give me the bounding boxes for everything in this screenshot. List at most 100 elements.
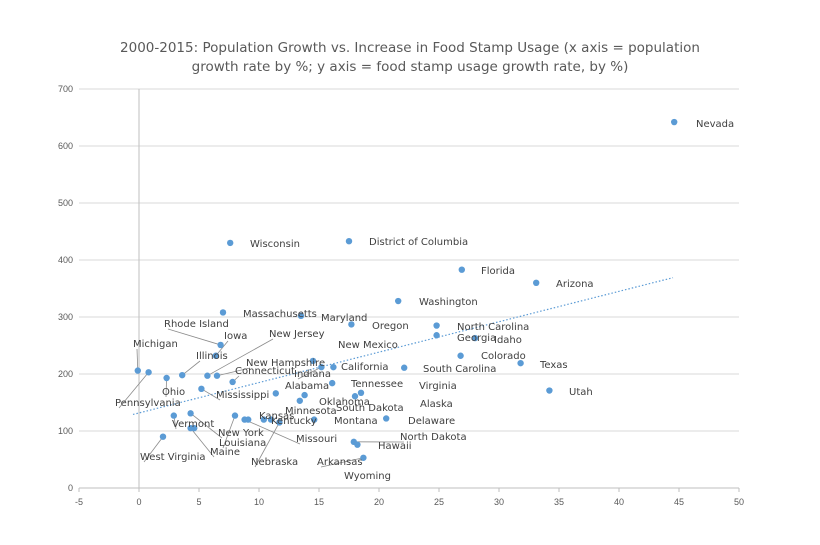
point-label-new-jersey: New Jersey [269, 329, 325, 340]
y-tick-label-300: 300 [58, 312, 73, 322]
point-label-delaware: Delaware [408, 416, 455, 427]
point-label-texas: Texas [539, 360, 568, 371]
point-label-virginia: Virginia [419, 381, 457, 392]
point-label-kentucky: Kentucky [271, 416, 317, 427]
point-kentucky [260, 416, 267, 423]
point-label-south-carolina: South Carolina [423, 364, 496, 375]
point-pennsylvania [145, 369, 152, 376]
point-new-jersey [204, 372, 211, 379]
x-tick-label-25: 25 [434, 497, 444, 507]
point-label-north-dakota: North Dakota [400, 432, 467, 443]
point-nebraska [276, 419, 283, 426]
point-maryland [297, 312, 305, 320]
point-south-carolina [401, 364, 408, 371]
point-label-maryland: Maryland [321, 313, 367, 324]
leader-line-new-jersey [207, 338, 274, 377]
point-idaho [471, 334, 479, 342]
point-label-tennessee: Tennessee [350, 379, 403, 390]
point-nevada [671, 118, 678, 126]
point-connecticut [229, 378, 236, 386]
y-tick-label-400: 400 [58, 255, 73, 265]
point-label-oregon: Oregon [372, 321, 409, 332]
point-label-new-york: New York [218, 428, 264, 439]
axes: -5 0 5 10 15 20 25 30 35 40 45 50 [75, 89, 744, 507]
point-arkansas [360, 454, 367, 461]
point-california [330, 363, 337, 371]
point-label-massachusetts: Massachusetts [243, 309, 317, 320]
point-label-new-hampshire: New Hampshire [246, 358, 325, 369]
point-label-hawaii: Hawaii [378, 441, 412, 452]
point-label-missouri: Missouri [296, 434, 337, 445]
x-tick-label--5: -5 [75, 497, 83, 507]
point-tennessee [329, 379, 336, 387]
leader-line-new-hampshire [216, 367, 251, 377]
point-colorado [457, 352, 464, 359]
point-south-dakota [296, 397, 303, 404]
point-label-vermont: Vermont [172, 419, 214, 430]
leader-line-michigan [136, 348, 139, 371]
y-tick-label-500: 500 [58, 198, 73, 208]
point-illinois [179, 371, 186, 379]
chart-title-line-1: 2000-2015: Population Growth vs. Increas… [120, 40, 700, 56]
point-florida [458, 266, 465, 273]
point-label-district-of-columbia: District of Columbia [369, 237, 468, 248]
point-label-california: California [341, 362, 389, 373]
leader-line-maine [190, 427, 215, 458]
point-wisconsin [227, 239, 234, 247]
point-label-nebraska: Nebraska [251, 457, 298, 468]
point-ohio [163, 374, 170, 382]
point-oregon [348, 321, 355, 328]
point-louisiana [231, 412, 239, 419]
x-tick-label-40: 40 [614, 497, 624, 507]
point-wyoming [191, 424, 198, 432]
point-alaska [351, 393, 359, 400]
point-label-mississippi: Mississippi [216, 390, 269, 401]
point-alabama [272, 390, 279, 397]
point-label-florida: Florida [481, 266, 515, 277]
point-utah [546, 387, 553, 394]
point-mississippi [198, 385, 205, 393]
point-minnesota [267, 416, 275, 423]
point-label-montana: Montana [334, 416, 378, 427]
leader-line-arkansas [320, 457, 364, 468]
x-tick-label-5: 5 [196, 497, 201, 507]
point-west-virginia [159, 433, 167, 440]
x-tick-label-15: 15 [314, 497, 324, 507]
point-label-illinois: Illinois [196, 351, 228, 362]
point-indiana [318, 363, 325, 371]
point-label-rhode-island: Rhode Island [164, 319, 229, 330]
point-label-minnesota: Minnesota [285, 406, 337, 417]
data-points [134, 118, 678, 461]
point-new-york [187, 410, 194, 417]
y-tick-label-100: 100 [58, 426, 73, 436]
point-missouri [241, 416, 248, 423]
y-tick-label-600: 600 [58, 141, 73, 151]
point-montana [311, 416, 318, 423]
point-texas [517, 359, 524, 367]
point-arizona [533, 279, 540, 286]
gridlines: 0 100 200 300 400 500 600 700 [58, 84, 739, 493]
point-label-kansas: Kansas [259, 411, 294, 422]
x-tick-label-35: 35 [554, 497, 564, 507]
point-label-north-carolina: North Carolina [457, 322, 529, 333]
point-new-hampshire [213, 372, 221, 379]
point-label-washington: Washington [419, 297, 478, 308]
x-tick-label-30: 30 [494, 497, 504, 507]
x-tick-label-0: 0 [136, 497, 141, 507]
point-virginia [357, 389, 365, 397]
point-label-ohio: Ohio [162, 387, 185, 398]
point-michigan [134, 367, 141, 374]
point-north-carolina [433, 322, 440, 329]
y-tick-label-0: 0 [68, 483, 73, 493]
leader-line-mississippi [201, 388, 221, 401]
point-label-oklahoma: Oklahoma [319, 397, 370, 408]
point-label-pennsylvania: Pennsylvania [115, 398, 181, 409]
point-hawaii [354, 441, 361, 448]
leader-line-missouri [244, 419, 301, 445]
leader-line-new-york [190, 413, 223, 439]
point-label-alaska: Alaska [420, 399, 453, 410]
point-washington [395, 297, 402, 305]
point-iowa [212, 352, 219, 359]
